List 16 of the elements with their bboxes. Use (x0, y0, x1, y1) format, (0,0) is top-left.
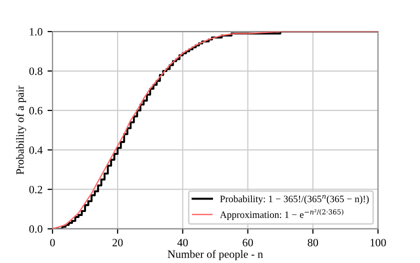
x-tick-label: 20 (112, 238, 123, 246)
x-tick-label: 40 (177, 238, 188, 246)
y-tick-label: 0.4 (29, 146, 43, 154)
x-tick-label: 100 (370, 238, 386, 246)
y-tick-label: 0.6 (29, 106, 42, 114)
x-tick-label: 80 (308, 238, 318, 246)
legend-label: Approximation: 1 − e$^{−n²/(2·365)}$ (220, 209, 344, 220)
y-tick-label: 0.0 (29, 225, 42, 233)
y-tick-label: 0.8 (29, 67, 42, 76)
x-tick-label: 0 (50, 238, 55, 246)
y-tick-label: 1.0 (30, 28, 42, 36)
x-axis-title: Number of people - n (168, 250, 263, 260)
x-tick-label: 60 (242, 238, 253, 246)
y-tick-label: 0.2 (29, 186, 42, 194)
legend-label: Probability: 1 − 365!/(365$^{n}$(365 − n)!) (220, 194, 369, 204)
y-axis-title: Probability of a pair (16, 86, 26, 174)
